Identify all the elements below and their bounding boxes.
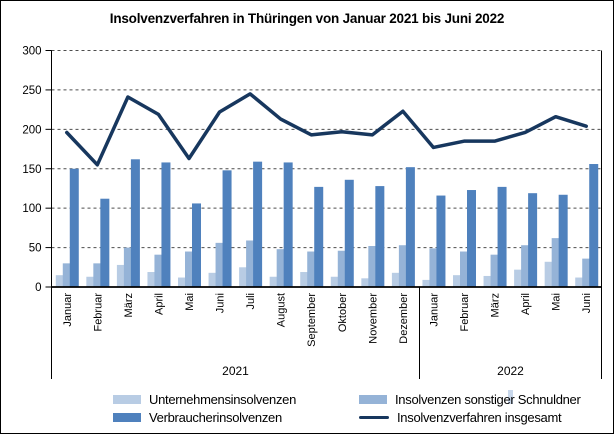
x-month-label: September	[306, 293, 318, 347]
bar-verbraucherinsolvenzen	[558, 194, 568, 287]
bar-insolvenzen-sonstiger-schnuldner	[154, 254, 164, 287]
legend-entry-unternehmensinsolvenzen: Unternehmensinsolvenzen	[113, 392, 359, 407]
x-month-label: April	[520, 293, 532, 315]
bar-insolvenzen-sonstiger-schnuldner	[93, 263, 103, 287]
y-tick-label: 150	[22, 164, 41, 176]
legend-entry-insgesamt: Insolvenzverfahren insgesamt	[359, 410, 581, 425]
bar-verbraucherinsolvenzen	[130, 159, 140, 287]
bar-unternehmensinsolvenzen	[453, 275, 462, 287]
x-month-label: März	[490, 293, 502, 317]
x-month-label: Juni	[581, 293, 593, 313]
x-month-label: Januar	[428, 293, 440, 327]
x-month-label: Mai	[551, 293, 563, 311]
bar-insolvenzen-sonstiger-schnuldner	[123, 247, 133, 287]
year-label: 2021	[222, 364, 249, 378]
y-tick-label: 200	[22, 124, 41, 136]
legend-swatch-unternehmensinsolvenzen	[113, 395, 141, 404]
bar-unternehmensinsolvenzen	[239, 267, 249, 287]
bar-unternehmensinsolvenzen	[300, 272, 310, 287]
bar-unternehmensinsolvenzen	[208, 272, 218, 287]
bar-unternehmensinsolvenzen	[391, 272, 401, 287]
bar-unternehmensinsolvenzen	[269, 276, 279, 287]
legend-swatch-sonstige-schuldner	[359, 395, 387, 404]
x-month-label: November	[367, 293, 379, 344]
x-month-label: Februar	[459, 293, 471, 332]
total-line	[65, 92, 588, 167]
x-month-label: Juni	[215, 293, 227, 313]
y-tick-label: 100	[22, 203, 41, 215]
legend-swatch-insgesamt-line	[359, 416, 389, 419]
legend-entry-sonstige-schuldner: Insolvenzen sonstiger Schnuldner	[359, 392, 581, 407]
bar-insolvenzen-sonstiger-schnuldner	[246, 240, 256, 287]
bar-verbraucherinsolvenzen	[161, 162, 171, 287]
bar-unternehmensinsolvenzen	[147, 272, 157, 287]
bar-insolvenzen-sonstiger-schnuldner	[62, 263, 72, 287]
legend-label: Insolvenzverfahren insgesamt	[397, 410, 562, 425]
bar-unternehmensinsolvenzen	[178, 277, 187, 287]
x-month-label: April	[153, 293, 165, 315]
bar-insolvenzen-sonstiger-schnuldner	[368, 246, 378, 287]
legend-swatch-verbraucherinsolvenzen	[113, 413, 141, 422]
bar-unternehmensinsolvenzen	[483, 275, 493, 287]
x-month-label: Mai	[184, 293, 196, 311]
bar-verbraucherinsolvenzen	[375, 186, 385, 287]
bar-verbraucherinsolvenzen	[222, 170, 232, 287]
bar-verbraucherinsolvenzen	[528, 193, 538, 287]
legend-label: Verbraucherinsolvenzen	[149, 410, 282, 425]
bar-insolvenzen-sonstiger-schnuldner	[460, 251, 469, 287]
bar-unternehmensinsolvenzen	[514, 269, 524, 287]
bar-insolvenzen-sonstiger-schnuldner	[582, 258, 592, 287]
bar-verbraucherinsolvenzen	[405, 167, 415, 287]
bar-verbraucherinsolvenzen	[467, 190, 476, 287]
bar-verbraucherinsolvenzen	[497, 186, 507, 287]
bar-unternehmensinsolvenzen	[86, 276, 96, 287]
legend-label: Insolvenzen sonstiger Schnuldner	[395, 392, 581, 407]
x-month-label: Oktober	[337, 293, 349, 332]
x-month-label: Februar	[92, 293, 104, 332]
bar-insolvenzen-sonstiger-schnuldner	[276, 249, 286, 287]
bar-verbraucherinsolvenzen	[344, 179, 354, 287]
bar-verbraucherinsolvenzen	[436, 195, 446, 287]
x-month-label: August	[276, 293, 288, 327]
bar-insolvenzen-sonstiger-schnuldner	[398, 245, 408, 287]
bar-unternehmensinsolvenzen	[55, 275, 65, 287]
bar-verbraucherinsolvenzen	[192, 203, 201, 287]
y-tick-label: 50	[29, 243, 42, 255]
x-month-label: März	[123, 293, 135, 317]
stray-bar-artifact	[508, 390, 513, 404]
x-month-label: Januar	[62, 293, 74, 327]
bar-verbraucherinsolvenzen	[253, 161, 263, 287]
x-month-label: Juli	[245, 293, 257, 310]
y-tick-label: 250	[22, 85, 41, 97]
y-tick-label: 300	[22, 46, 41, 58]
bar-insolvenzen-sonstiger-schnuldner	[307, 251, 317, 287]
bar-verbraucherinsolvenzen	[283, 162, 293, 287]
bar-insolvenzen-sonstiger-schnuldner	[490, 254, 500, 287]
chart-title: Insolvenzverfahren in Thüringen von Janu…	[109, 11, 505, 26]
legend-label: Unternehmensinsolvenzen	[149, 392, 297, 407]
y-tick-label: 0	[35, 282, 41, 294]
bar-insolvenzen-sonstiger-schnuldner	[551, 238, 561, 287]
bar-insolvenzen-sonstiger-schnuldner	[429, 248, 439, 287]
year-label: 2022	[497, 364, 524, 378]
bar-unternehmensinsolvenzen	[544, 261, 554, 287]
bar-unternehmensinsolvenzen	[116, 264, 126, 287]
legend: Unternehmensinsolvenzen Insolvenzen sons…	[113, 392, 581, 425]
bar-insolvenzen-sonstiger-schnuldner	[185, 251, 194, 287]
x-month-label: Dezember	[398, 293, 410, 344]
bar-verbraucherinsolvenzen	[589, 164, 599, 287]
bar-insolvenzen-sonstiger-schnuldner	[337, 250, 347, 287]
bar-unternehmensinsolvenzen	[422, 279, 432, 287]
bar-insolvenzen-sonstiger-schnuldner	[215, 242, 225, 287]
legend-entry-verbraucherinsolvenzen: Verbraucherinsolvenzen	[113, 410, 359, 425]
bar-verbraucherinsolvenzen	[69, 168, 79, 287]
bar-verbraucherinsolvenzen	[314, 186, 324, 287]
bar-unternehmensinsolvenzen	[575, 277, 585, 287]
bar-verbraucherinsolvenzen	[100, 198, 110, 287]
bar-insolvenzen-sonstiger-schnuldner	[521, 245, 531, 287]
bar-unternehmensinsolvenzen	[361, 278, 371, 287]
bar-unternehmensinsolvenzen	[330, 276, 340, 287]
